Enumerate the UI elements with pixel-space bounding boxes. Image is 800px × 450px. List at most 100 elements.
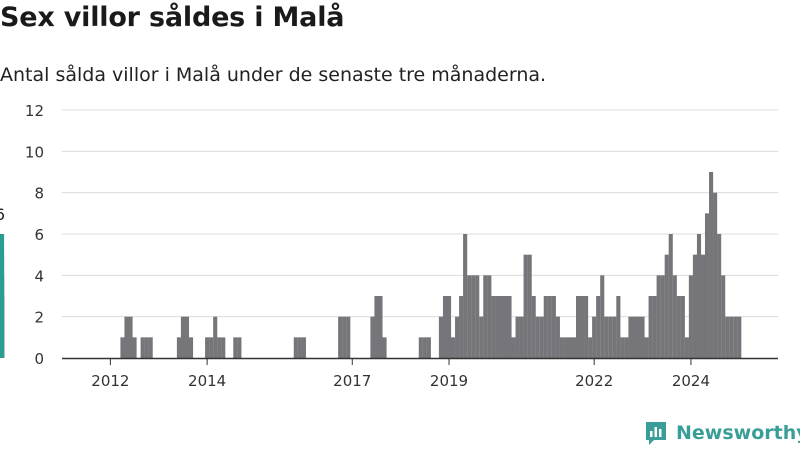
bar (539, 316, 544, 358)
bar (644, 337, 649, 358)
bar (543, 296, 548, 358)
bar (483, 275, 488, 358)
bar (652, 296, 657, 358)
bar (592, 316, 597, 358)
bar (297, 337, 302, 358)
x-tick-label: 2022 (575, 372, 613, 390)
bar (531, 296, 536, 358)
bar (438, 316, 444, 358)
bar (733, 316, 738, 358)
bar (491, 296, 496, 358)
bar (580, 296, 585, 358)
bar (422, 337, 427, 358)
bar (382, 337, 387, 358)
newsworthy-brand[interactable]: Newsworthy (644, 419, 800, 447)
bar (660, 275, 665, 358)
bar (455, 316, 460, 358)
x-tick-label: 2024 (672, 372, 710, 390)
bar (507, 296, 512, 358)
bar (217, 337, 222, 358)
bar (378, 296, 383, 358)
bar (616, 296, 621, 358)
bar (213, 316, 218, 358)
bar (221, 337, 226, 358)
bar (463, 234, 468, 358)
bars (0, 172, 742, 358)
bar (563, 337, 569, 358)
bar (636, 316, 641, 358)
brand-name: Newsworthy (676, 422, 800, 444)
bar (346, 316, 351, 358)
bar (555, 316, 560, 358)
x-tick-label: 2014 (188, 372, 226, 390)
bar (628, 316, 633, 358)
y-tick-label: 2 (34, 309, 44, 327)
bar (535, 316, 540, 358)
bar (479, 316, 484, 358)
bar (624, 337, 629, 358)
bar (374, 296, 379, 358)
y-axis-labels: 0 2 4 6 8 10 12 (25, 102, 44, 368)
bar (301, 337, 306, 358)
bar (656, 275, 661, 358)
bar (575, 296, 581, 358)
bar (503, 296, 508, 358)
bar (459, 296, 464, 358)
bar (612, 316, 617, 358)
y-tick-label: 0 (34, 350, 44, 368)
bar (713, 192, 718, 358)
bar (180, 316, 186, 358)
newsworthy-logo-icon (646, 422, 666, 445)
bar (209, 337, 214, 358)
bar (696, 234, 702, 358)
bar (442, 296, 448, 358)
bar (144, 337, 149, 358)
bar (140, 337, 145, 358)
x-tick-label: 2012 (91, 372, 129, 390)
chart-subtitle: Antal sålda villor i Malå under de senas… (0, 64, 547, 86)
bar (128, 316, 133, 358)
bar (237, 337, 242, 358)
bar (511, 337, 516, 358)
highlight-value-label: 6 (0, 205, 5, 224)
bar (704, 213, 710, 358)
bar (684, 337, 689, 358)
bar (467, 275, 472, 358)
bar (124, 316, 129, 358)
bar (692, 254, 697, 358)
bar (608, 316, 613, 358)
bar (737, 316, 742, 358)
annotations: 6 (0, 205, 5, 224)
bar (527, 254, 532, 358)
y-tick-label: 4 (34, 267, 44, 285)
bar (588, 337, 593, 358)
bar-latest (0, 234, 5, 358)
bar (640, 316, 645, 358)
bar (584, 296, 589, 358)
bar (523, 254, 528, 358)
bar (176, 337, 181, 358)
bar (725, 316, 730, 358)
bar (648, 296, 653, 358)
bar (668, 234, 673, 358)
bar (370, 316, 375, 358)
bar (680, 296, 685, 358)
bar (426, 337, 431, 358)
bar (338, 316, 343, 358)
bar (700, 254, 706, 358)
bar (632, 316, 637, 358)
bar (620, 337, 625, 358)
bar (233, 337, 238, 358)
bar (571, 337, 577, 358)
bar (475, 275, 480, 358)
bar (293, 337, 298, 358)
x-tick-label: 2019 (430, 372, 468, 390)
bar (148, 337, 153, 358)
bar (418, 337, 423, 358)
bar (132, 337, 137, 358)
y-tick-label: 6 (34, 226, 44, 244)
bar (446, 296, 452, 358)
x-axis: 2012 2014 2017 2019 2022 2024 (62, 357, 778, 390)
bar (672, 275, 677, 358)
